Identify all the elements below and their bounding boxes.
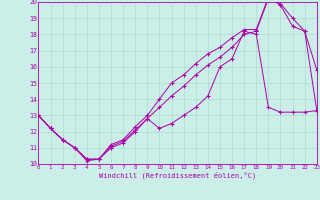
X-axis label: Windchill (Refroidissement éolien,°C): Windchill (Refroidissement éolien,°C)	[99, 172, 256, 179]
